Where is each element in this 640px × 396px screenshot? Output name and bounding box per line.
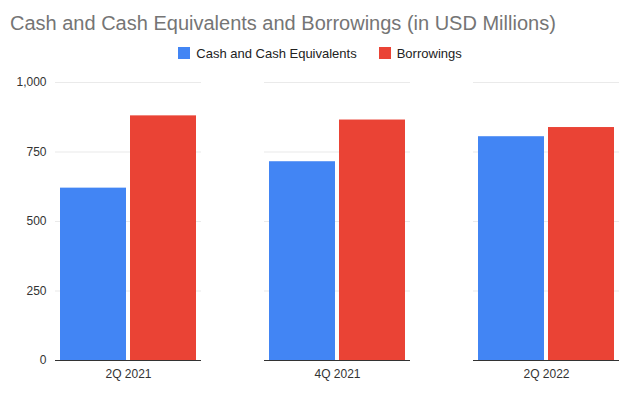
svg-text:2Q 2021: 2Q 2021 [105,367,151,381]
svg-text:2Q 2022: 2Q 2022 [523,367,569,381]
svg-text:0: 0 [40,353,47,367]
svg-text:1,000: 1,000 [16,75,46,89]
svg-text:4Q 2021: 4Q 2021 [314,367,360,381]
html-text:Cash and Cash Equivalents: Cash and Cash Equivalents [196,45,357,61]
svg-text:750: 750 [26,145,46,159]
html-text:Borrowings: Borrowings [396,45,462,61]
svg-text:500: 500 [26,214,46,228]
svg-text:250: 250 [26,284,46,298]
html-text:Cash and Cash Equivalents and: Cash and Cash Equivalents and Borrowings… [10,12,556,34]
